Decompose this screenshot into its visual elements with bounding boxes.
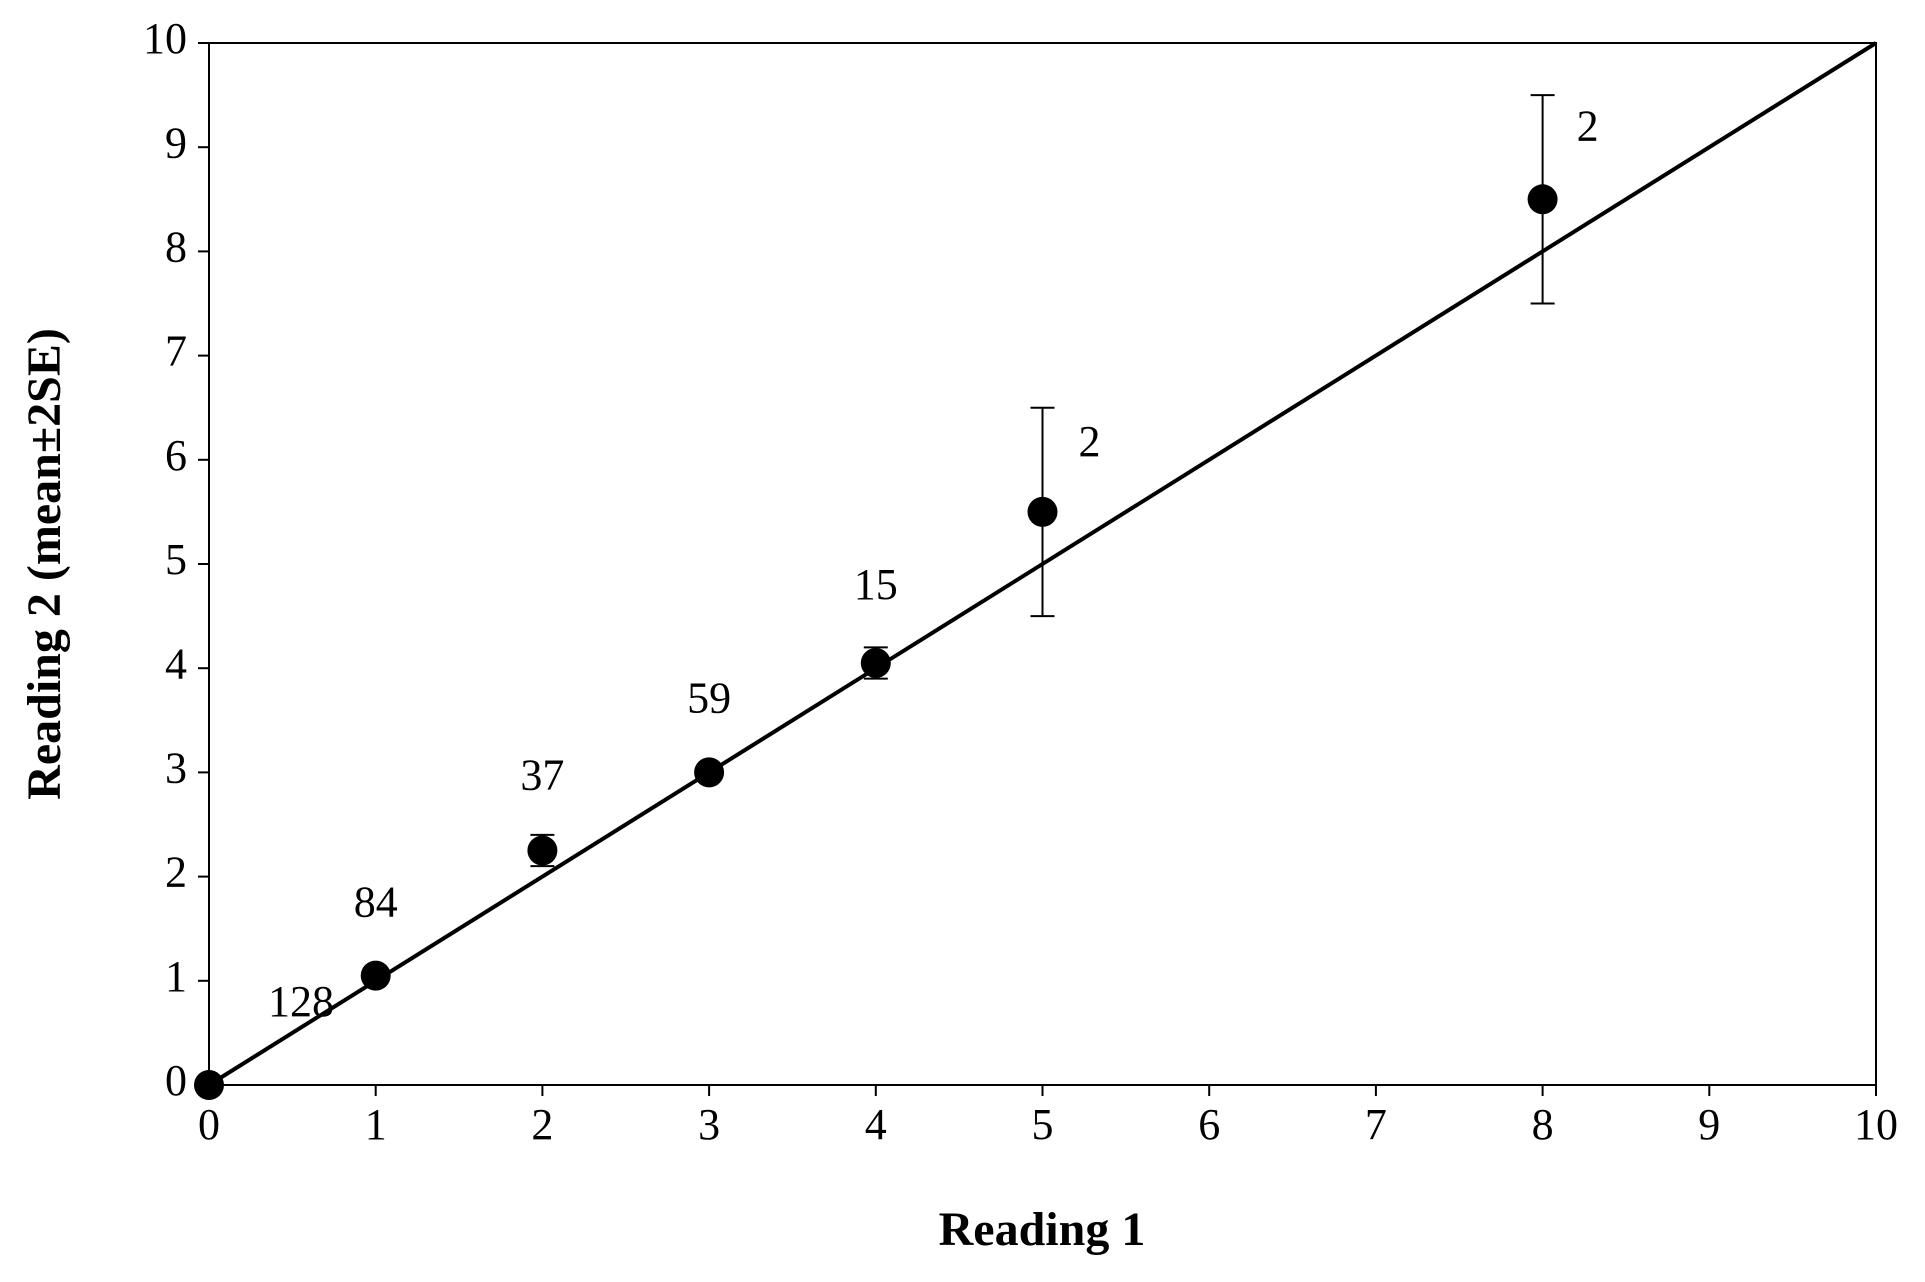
y-tick-label: 8 (165, 222, 187, 271)
x-tick-label: 2 (531, 1100, 553, 1149)
x-tick-label: 0 (198, 1100, 220, 1149)
y-tick-label: 6 (165, 431, 187, 480)
point (360, 960, 391, 991)
y-tick-label: 10 (143, 14, 187, 63)
y-tick-label: 4 (165, 639, 187, 688)
count-label: 15 (854, 560, 898, 609)
y-tick-label: 3 (165, 743, 187, 792)
x-tick-label: 8 (1532, 1100, 1554, 1149)
point (527, 835, 558, 866)
count-label: 37 (520, 751, 564, 800)
y-tick-label: 7 (165, 327, 187, 376)
x-tick-label: 4 (865, 1100, 887, 1149)
count-label: 84 (354, 878, 398, 927)
point (694, 757, 725, 788)
x-tick-label: 9 (1698, 1100, 1720, 1149)
point (860, 647, 891, 678)
y-tick-label: 2 (165, 848, 187, 897)
x-tick-label: 6 (1198, 1100, 1220, 1149)
x-tick-label: 10 (1854, 1100, 1898, 1149)
y-tick-label: 0 (165, 1056, 187, 1105)
x-axis-title: Reading 1 (939, 1203, 1146, 1256)
x-tick-label: 1 (365, 1100, 387, 1149)
y-tick-label: 5 (165, 535, 187, 584)
y-axis-title: Reading 2 (mean±2SE) (18, 328, 71, 800)
point (194, 1070, 224, 1100)
point (1027, 496, 1058, 527)
count-label: 2 (1577, 101, 1599, 150)
count-label: 128 (268, 977, 334, 1026)
x-tick-label: 7 (1365, 1100, 1387, 1149)
point (1527, 184, 1558, 215)
x-tick-label: 5 (1032, 1100, 1054, 1149)
y-tick-label: 9 (165, 118, 187, 167)
y-tick-label: 1 (165, 952, 187, 1001)
count-label: 2 (1079, 417, 1101, 466)
count-label: 59 (687, 673, 731, 722)
x-tick-label: 3 (698, 1100, 720, 1149)
